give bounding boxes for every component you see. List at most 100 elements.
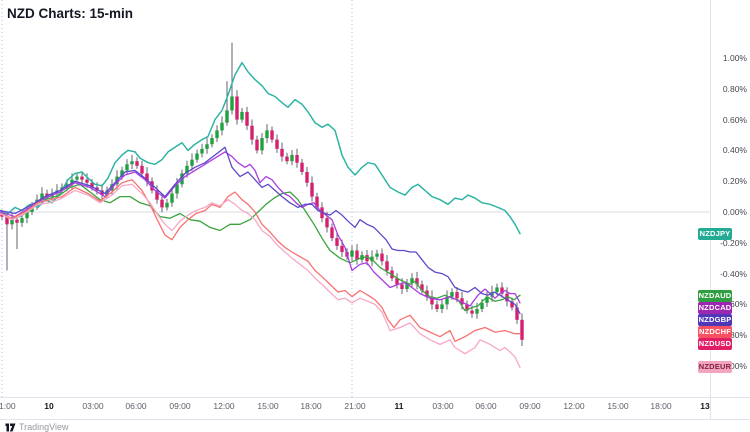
candle-body-down — [295, 155, 299, 163]
candle-body-down — [15, 219, 19, 223]
candle-body-down — [520, 319, 524, 340]
candle-body-up — [170, 193, 174, 203]
candle-body-down — [460, 298, 464, 305]
candle-body-up — [445, 296, 449, 305]
time-axis-tick: 21:00 — [344, 401, 366, 411]
candle-body-down — [155, 190, 159, 200]
candle-body-down — [250, 125, 254, 140]
time-axis-tick: 06:00 — [125, 401, 147, 411]
candle-body-down — [150, 181, 154, 191]
price-axis-tick: -0.20% — [720, 237, 747, 248]
series-price-label-nzdcad[interactable]: NZDCAD — [698, 302, 732, 314]
time-axis-border — [0, 397, 750, 398]
candle-body-down — [280, 148, 284, 157]
price-axis-tick: -0.80% — [720, 330, 747, 341]
candle-body-down — [515, 307, 519, 320]
candle-body-down — [135, 161, 139, 166]
candle-body-down — [80, 176, 84, 180]
time-axis-tick: 15:00 — [257, 401, 279, 411]
candle-body-down — [245, 111, 249, 126]
time-axis-tick: 09:00 — [169, 401, 191, 411]
candle-body-down — [380, 253, 384, 262]
candle-body-down — [160, 199, 164, 208]
time-axis-tick: 03:00 — [82, 401, 104, 411]
candle-body-down — [310, 182, 314, 197]
candle-body-up — [230, 96, 234, 111]
candle-body-up — [225, 110, 229, 123]
candle-body-down — [5, 216, 9, 225]
candle-body-up — [240, 111, 244, 120]
candle-body-up — [265, 130, 269, 139]
candle-body-down — [500, 287, 504, 294]
time-axis-tick: 21:00 — [0, 401, 16, 411]
candle-body-down — [85, 179, 89, 183]
candle-body-up — [220, 122, 224, 131]
candle-body-up — [475, 309, 479, 314]
candle-body-down — [330, 227, 334, 239]
candle-body-up — [440, 304, 444, 310]
candle-body-up — [190, 159, 194, 166]
series-line-nzdgbp — [0, 146, 521, 315]
candle-body-up — [185, 165, 189, 174]
candle-body-down — [400, 284, 404, 289]
candle-body-up — [450, 292, 454, 297]
candle-body-up — [130, 161, 134, 165]
price-axis-tick: 0.00% — [722, 207, 747, 217]
series-line-nzdeur — [0, 183, 521, 369]
tradingview-watermark[interactable]: TradingView — [5, 421, 69, 432]
series-price-label-nzdaud[interactable]: NZDAUD — [698, 290, 732, 302]
series-price-label-nzdusd[interactable]: NZDUSD — [698, 338, 732, 350]
candle-body-up — [260, 138, 264, 151]
candle-body-down — [395, 278, 399, 285]
candle-body-down — [305, 171, 309, 183]
candle-body-down — [470, 310, 474, 314]
candle-body-down — [365, 255, 369, 262]
time-axis-tick: 09:00 — [519, 401, 541, 411]
candle-body-up — [70, 179, 74, 185]
candle-body-up — [125, 164, 129, 171]
candle-body-down — [335, 238, 339, 246]
candle-body-up — [485, 296, 489, 303]
candle-body-down — [275, 139, 279, 149]
candle-body-up — [20, 218, 24, 223]
series-price-label-nzdchf[interactable]: NZDCHF — [698, 326, 732, 338]
candle-body-down — [90, 182, 94, 188]
time-axis-tick: 18:00 — [300, 401, 322, 411]
candle-body-down — [355, 250, 359, 260]
tradingview-logo-icon — [5, 423, 16, 432]
series-price-label-nzdjpy[interactable]: NZDJPY — [698, 228, 732, 240]
candle-body-down — [300, 162, 304, 172]
candle-body-down — [385, 261, 389, 271]
candle-body-down — [145, 173, 149, 182]
chart-title: NZD Charts: 15-min — [7, 6, 134, 21]
candle-body-down — [285, 156, 289, 162]
candle-body-up — [410, 278, 414, 283]
bottom-strip-border — [0, 419, 750, 420]
series-price-label-nzdeur[interactable]: NZDEUR — [698, 361, 732, 373]
time-axis-day-tick: 13 — [700, 401, 710, 411]
series-line-nzdaud — [0, 183, 521, 312]
candle-body-up — [375, 253, 379, 257]
candle-body-down — [430, 296, 434, 305]
candle-body-up — [120, 170, 124, 177]
candle-body-down — [510, 301, 514, 308]
time-axis-tick: 03:00 — [432, 401, 454, 411]
candle-body-up — [290, 155, 294, 162]
candle-body-down — [465, 304, 469, 311]
candle-body-up — [195, 153, 199, 160]
candle-body-down — [340, 245, 344, 253]
price-axis-tick: -0.40% — [720, 268, 747, 279]
candle-body-up — [75, 176, 79, 180]
price-axis-tick: 1.00% — [722, 53, 747, 63]
series-price-label-nzdgbp[interactable]: NZDGBP — [698, 314, 732, 326]
candle-body-down — [255, 139, 259, 151]
candle-body-down — [315, 196, 319, 208]
candle-body-down — [270, 130, 274, 140]
candle-body-down — [455, 292, 459, 299]
candle-body-up — [25, 212, 29, 219]
price-chart-canvas[interactable] — [0, 0, 710, 397]
price-axis-tick: 0.60% — [722, 114, 747, 125]
candle-body-up — [105, 190, 109, 196]
time-axis-tick: 06:00 — [475, 401, 497, 411]
